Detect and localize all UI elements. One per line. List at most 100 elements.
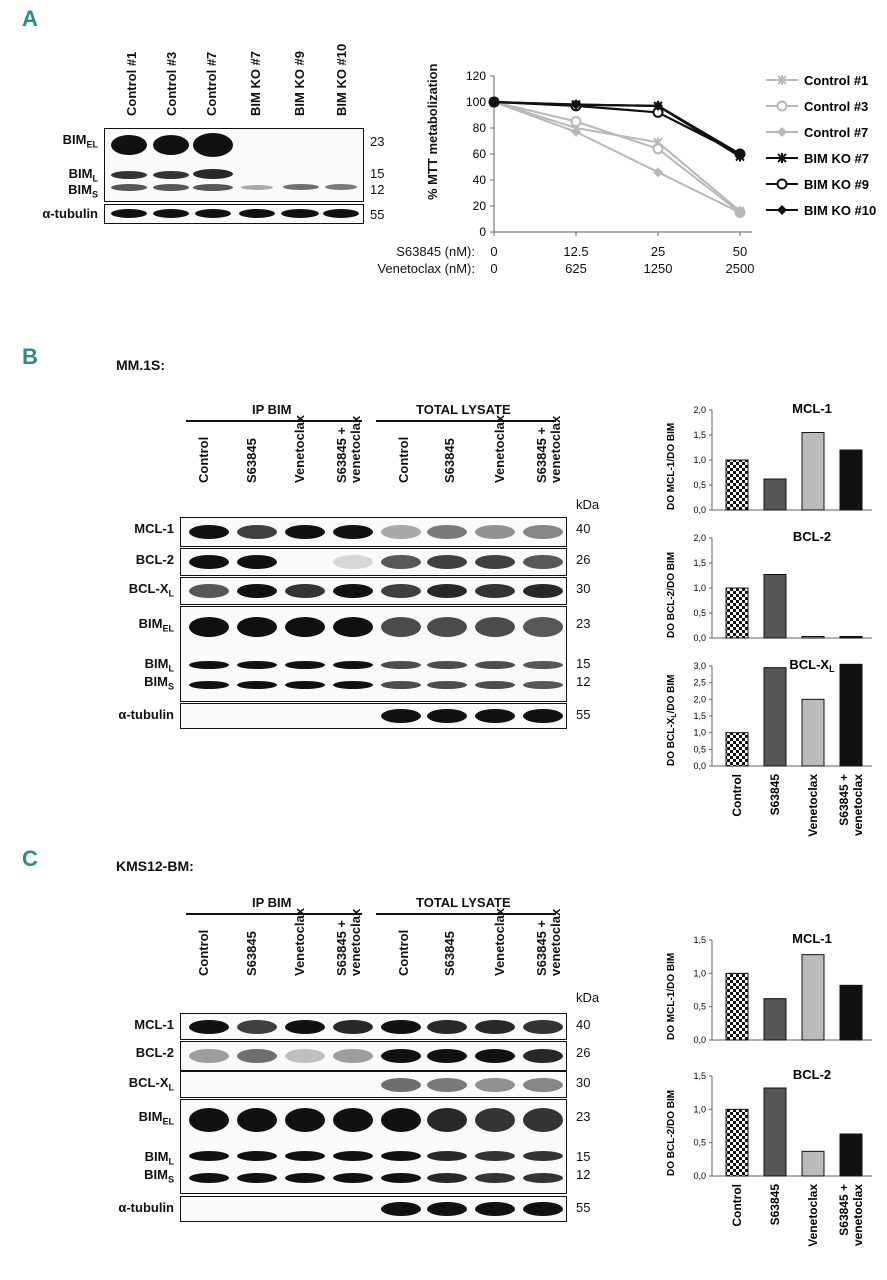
band [475, 1202, 515, 1216]
band [427, 584, 467, 598]
x-tick-label: 25 [650, 244, 666, 259]
lane-label: Control #1 [124, 51, 139, 116]
band [333, 661, 373, 669]
band [381, 1108, 421, 1132]
lane-label: S63845 + [334, 426, 349, 483]
legend-label: BIM KO #7 [804, 151, 869, 166]
y-tick-label: 1,5 [693, 711, 706, 721]
band [381, 1019, 421, 1034]
y-tick-label: 2,0 [693, 533, 706, 543]
series-5 [489, 97, 745, 159]
band [333, 681, 373, 689]
bar [725, 1108, 749, 1177]
band [189, 661, 229, 669]
lane-label: Control [196, 436, 211, 483]
row-label: MCL-1 [134, 521, 174, 536]
band [523, 709, 563, 723]
y-tick-label: 0,0 [693, 505, 706, 515]
series-line [493, 101, 741, 214]
lane-label: S63845 + [334, 919, 349, 976]
bar [839, 1133, 863, 1177]
x-tick-label: Venetoclax [806, 1184, 820, 1247]
cell-line-title: MM.1S: [116, 357, 165, 373]
y-tick-label: 1,0 [693, 583, 706, 593]
x-tick-label: 2500 [725, 261, 755, 276]
blot-row [180, 1071, 567, 1098]
band [523, 1151, 563, 1161]
band [475, 1077, 515, 1092]
band [381, 617, 421, 637]
band [237, 617, 277, 637]
group-underline [186, 420, 362, 422]
legend-label: BIM KO #10 [804, 203, 876, 218]
row-label: BIMEL [138, 1109, 174, 1127]
y-axis-label: DO BCL-2/DO BIM [666, 552, 677, 638]
lane-label: venetoclax [348, 415, 363, 483]
x-tick-label: 0 [490, 244, 498, 259]
bar [763, 574, 787, 639]
y-axis-label: DO BCL-2/DO BIM [666, 1090, 677, 1176]
band [381, 1151, 421, 1161]
y-tick-label: 1,5 [693, 430, 706, 440]
blot-bim [104, 128, 364, 202]
lane-label: Control [396, 436, 411, 483]
band [475, 555, 515, 569]
band [333, 617, 373, 637]
bar [763, 998, 787, 1041]
band [381, 584, 421, 598]
y-tick-label: 0,0 [693, 1035, 706, 1045]
band [475, 1049, 515, 1063]
lane-label: BIM KO #7 [248, 50, 263, 116]
blot-tubulin [104, 204, 364, 224]
kda-value: 30 [576, 1075, 591, 1090]
blot-row [180, 703, 567, 729]
legend-label: BIM KO #9 [804, 177, 869, 192]
y-tick-label: 0,0 [693, 633, 706, 643]
band [381, 1173, 421, 1183]
row-label: BCL-XL [128, 581, 174, 599]
lane-label: Venetoclax [292, 908, 307, 976]
band [237, 584, 277, 598]
band [475, 1173, 515, 1183]
series-1 [488, 96, 746, 218]
band [237, 555, 277, 569]
kda-value: 55 [576, 707, 591, 722]
band [523, 1108, 563, 1132]
bar [839, 663, 863, 767]
y-tick-label: 3,0 [693, 661, 706, 671]
y-tick-label: 1,5 [693, 558, 706, 568]
band [333, 584, 373, 598]
band [381, 661, 421, 669]
lane-label: S63845 [244, 438, 259, 483]
x-tick-label: Control [730, 1184, 744, 1227]
kda-value: 30 [576, 581, 591, 596]
panel-b-label: B [22, 344, 38, 369]
row-label: BIML [144, 656, 174, 674]
y-tick-label: 0,5 [693, 608, 706, 618]
legend-label: Control #1 [804, 73, 868, 88]
band [427, 617, 467, 637]
bar [763, 478, 787, 511]
band [285, 661, 325, 669]
band [189, 525, 229, 539]
kda-value: 40 [576, 1017, 591, 1032]
band [333, 1173, 373, 1183]
row-label: BCL-2 [135, 552, 174, 567]
band [475, 1108, 515, 1132]
band [475, 1151, 515, 1161]
band [333, 1108, 373, 1132]
band [381, 555, 421, 569]
band [427, 1049, 467, 1063]
series-2 [489, 97, 745, 218]
band [285, 1049, 325, 1063]
band [189, 1049, 229, 1063]
point-marker [735, 149, 745, 159]
x-tick-label: venetoclax [851, 1184, 865, 1246]
blot-row [180, 606, 567, 702]
band [333, 555, 373, 569]
band [237, 1151, 277, 1161]
y-tick-label: 1,5 [693, 935, 706, 945]
band [381, 709, 421, 723]
lane-label: BIM KO #9 [292, 50, 307, 116]
chart-title: BCL-2 [793, 529, 831, 544]
